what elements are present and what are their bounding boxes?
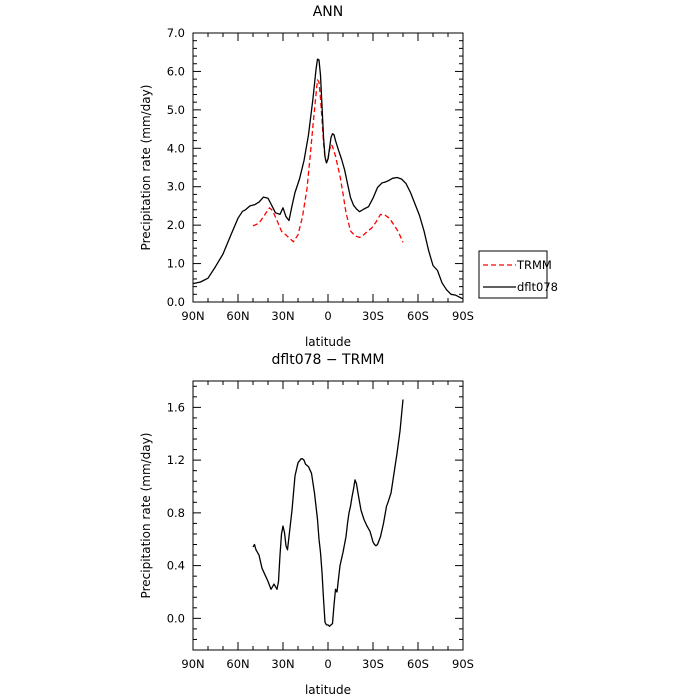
x-tick-label: 90N [181, 309, 204, 323]
x-tick-label: 90N [181, 657, 204, 671]
x-tick-label: 30S [362, 309, 384, 323]
x-tick-label: 60S [407, 657, 429, 671]
x-axis-label: latitude [305, 683, 351, 697]
x-tick-label: 90S [452, 309, 474, 323]
x-tick-label: 60N [226, 309, 249, 323]
series-line [252, 399, 404, 627]
x-tick-label: 90S [452, 657, 474, 671]
x-tick-label: 60N [226, 657, 249, 671]
y-tick-label: 0.4 [167, 559, 185, 573]
legend-label: TRMM [516, 258, 552, 272]
y-tick-label: 0.0 [167, 295, 185, 309]
x-tick-label: 30N [271, 657, 294, 671]
plot-frame [192, 380, 464, 651]
y-tick-label: 6.0 [167, 64, 185, 78]
x-tick-label: 30S [362, 657, 384, 671]
y-axis-label: Precipitation rate (mm/day) [139, 433, 153, 599]
y-tick-label: 0.0 [167, 611, 185, 625]
chart-2: 90N 60N 30N 0 30S 60S 90S 0.0 0.4 0.8 1.2 1.6 dflt07… [139, 352, 474, 697]
legend-box [478, 250, 548, 299]
chart-title: ANN [313, 4, 344, 20]
legend: TRMM dflt078 [478, 250, 558, 299]
x-tick-label: 0 [324, 309, 331, 323]
y-tick-label: 1.2 [167, 453, 185, 467]
legend-label: dflt078 [517, 280, 558, 294]
x-tick-label: 60S [407, 309, 429, 323]
x-tick-label: 0 [324, 657, 331, 671]
plot-frame [192, 32, 464, 303]
y-tick-label: 2.0 [167, 218, 185, 232]
y-tick-label: 4.0 [167, 141, 185, 155]
y-tick-label: 1.6 [167, 400, 185, 414]
y-tick-label: 3.0 [167, 180, 185, 194]
x-tick-label: 30N [271, 309, 294, 323]
series-line-trmm [252, 79, 404, 243]
chart-1: 90N 60N 30N 0 30S 60S 90S 0.0 1.0 2.0 3.0 4.0 5.0 6.0… [139, 4, 558, 349]
y-tick-label: 0.8 [167, 506, 185, 520]
x-axis-label: latitude [305, 335, 351, 349]
y-tick-label: 7.0 [167, 26, 185, 40]
series-line-dflt078 [192, 58, 464, 300]
y-axis-label: Precipitation rate (mm/day) [139, 85, 153, 251]
y-tick-label: 5.0 [167, 103, 185, 117]
y-tick-label: 1.0 [167, 257, 185, 271]
chart-title: dflt078 − TRMM [272, 352, 385, 368]
